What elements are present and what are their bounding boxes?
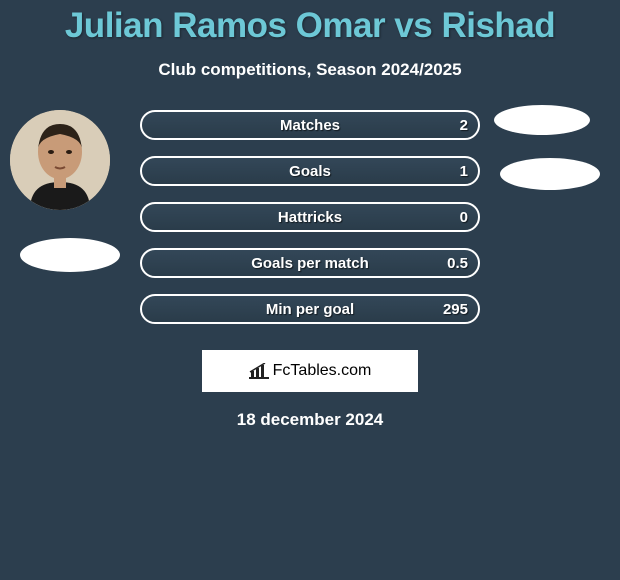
stat-value-right: 295	[443, 301, 468, 318]
stat-value-right: 2	[460, 117, 468, 134]
stat-value-right: 1	[460, 163, 468, 180]
player-avatar-left	[10, 110, 110, 210]
stat-label: Hattricks	[278, 209, 342, 226]
date-label: 18 december 2024	[0, 410, 620, 430]
stat-bars: Matches 2 Goals 1 Hattricks 0 Goals per …	[140, 110, 480, 340]
stat-bar: Hattricks 0	[140, 202, 480, 232]
player-flag-left	[20, 238, 120, 272]
player-flag-right-1	[494, 105, 590, 135]
stat-value-right: 0	[460, 209, 468, 226]
player-flag-right-2	[500, 158, 600, 190]
stat-label: Goals per match	[251, 255, 369, 272]
stat-label: Goals	[289, 163, 331, 180]
subtitle: Club competitions, Season 2024/2025	[0, 60, 620, 80]
stat-label: Matches	[280, 117, 340, 134]
page-title: Julian Ramos Omar vs Rishad	[0, 0, 620, 46]
stat-bar: Goals 1	[140, 156, 480, 186]
brand-box: FcTables.com	[202, 350, 418, 392]
stat-value-right: 0.5	[447, 255, 468, 272]
chart-icon	[249, 363, 269, 379]
stat-bar: Matches 2	[140, 110, 480, 140]
stat-bar: Goals per match 0.5	[140, 248, 480, 278]
comparison-block: Matches 2 Goals 1 Hattricks 0 Goals per …	[0, 110, 620, 330]
brand-text: FcTables.com	[273, 362, 372, 380]
stat-label: Min per goal	[266, 301, 354, 318]
stat-bar: Min per goal 295	[140, 294, 480, 324]
